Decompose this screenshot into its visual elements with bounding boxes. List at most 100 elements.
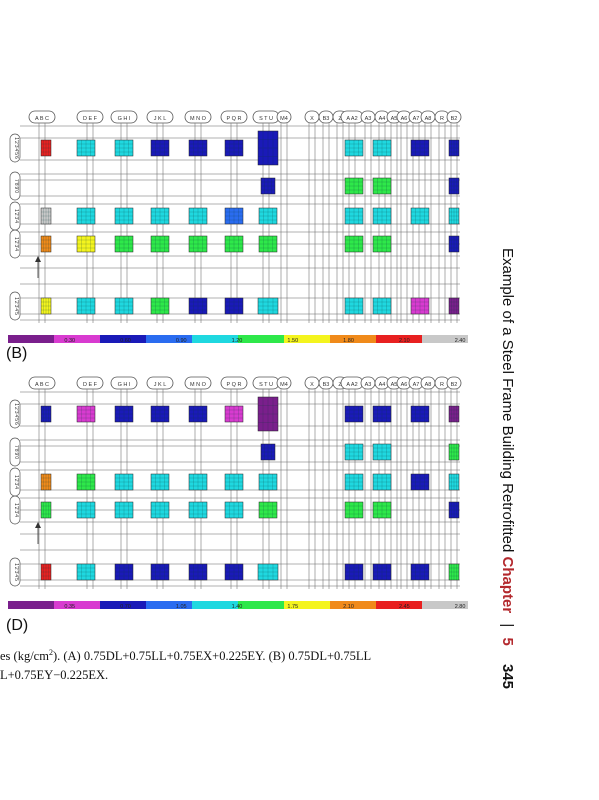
column-header: X: [304, 110, 320, 124]
stress-cell: [260, 177, 276, 195]
column-header: P Q R: [220, 110, 248, 124]
column-header: A4: [374, 110, 390, 124]
row-label: 1'2'3'4'5: [9, 291, 21, 321]
svg-text:A5: A5: [391, 382, 398, 388]
svg-text:1'2'3'4'5: 1'2'3'4'5: [13, 563, 19, 581]
svg-text:1'2'3'4'5: 1'2'3'4'5: [13, 297, 19, 315]
svg-text:G H I: G H I: [118, 116, 131, 122]
svg-text:1'2'3'4: 1'2'3'4: [13, 475, 19, 489]
stress-cell: [410, 563, 430, 581]
stress-cell: [257, 396, 279, 432]
svg-text:A3: A3: [365, 382, 372, 388]
stress-cell: [372, 443, 392, 461]
stress-contour-plot-b: A B C D E F G H I J K L M N O P Q R S T U M4 X B3…: [9, 110, 462, 323]
column-header: G H I: [110, 376, 138, 390]
row-label: 1'2'3'4: [9, 201, 21, 231]
stress-cell: [448, 443, 460, 461]
row-label: 7'8'9'0: [9, 171, 21, 201]
stress-cell: [257, 297, 279, 315]
scale-segment: [284, 601, 331, 609]
row-label: 1'2'3'4: [9, 495, 21, 525]
svg-text:A6: A6: [401, 116, 408, 122]
svg-text:X: X: [310, 382, 314, 388]
column-header: P Q R: [220, 376, 248, 390]
column-header: D E F: [76, 376, 104, 390]
svg-text:1'2'3'4'5'6: 1'2'3'4'5'6: [13, 403, 19, 425]
stress-cell: [76, 563, 96, 581]
column-header: M N O: [184, 110, 212, 124]
svg-text:B3: B3: [323, 382, 330, 388]
scale-tick-label: 1.05: [176, 604, 187, 610]
stress-cell: [76, 405, 96, 423]
stress-cell: [224, 297, 244, 315]
scale-segment: [376, 601, 423, 609]
scale-tick-label: 0.30: [64, 338, 75, 344]
scale-segment: [8, 335, 55, 343]
stress-cell: [372, 177, 392, 195]
stress-cell: [372, 235, 392, 253]
stress-cell: [114, 473, 134, 491]
svg-text:M4: M4: [280, 382, 288, 388]
column-header: J K L: [146, 110, 174, 124]
column-header: A8: [420, 110, 436, 124]
stress-cell: [76, 501, 96, 519]
stress-cell: [40, 207, 52, 225]
chapter-label: Chapter: [499, 556, 516, 614]
stress-cell: [150, 139, 170, 157]
stress-cell: [150, 563, 170, 581]
stress-cell: [150, 473, 170, 491]
stress-cell: [76, 207, 96, 225]
stress-cell: [344, 405, 364, 423]
svg-text:M N O: M N O: [190, 116, 207, 122]
stress-cell: [76, 473, 96, 491]
svg-text:R: R: [440, 382, 444, 388]
column-header: A B C: [28, 110, 56, 124]
column-header: A3: [360, 376, 376, 390]
stress-cell: [188, 473, 208, 491]
stress-cell: [344, 563, 364, 581]
scale-segment: [146, 601, 193, 609]
svg-text:S T U: S T U: [259, 382, 273, 388]
stress-cell: [114, 501, 134, 519]
svg-text:A A2: A A2: [346, 116, 357, 122]
chapter-number: 5: [499, 637, 516, 646]
panel-letter-b: (B): [6, 345, 28, 362]
stress-cell: [40, 473, 52, 491]
stress-cell: [188, 501, 208, 519]
scale-segment: [330, 601, 377, 609]
column-header: G H I: [110, 110, 138, 124]
svg-text:B3: B3: [323, 116, 330, 122]
svg-text:P Q R: P Q R: [227, 116, 242, 122]
stress-cell: [258, 501, 278, 519]
color-scale-b: 0.30 0.60 0.90 1.20 1.50 1.80 2.10 2.40: [8, 334, 469, 352]
scale-tick-label: 0.90: [176, 338, 187, 344]
svg-text:D E F: D E F: [83, 116, 98, 122]
svg-text:A4: A4: [379, 382, 386, 388]
stress-cell: [40, 235, 52, 253]
stress-cell: [224, 235, 244, 253]
row-label: 1'2'3'4'5'6: [9, 133, 21, 163]
scale-segment: [192, 335, 239, 343]
column-header: J K L: [146, 376, 174, 390]
svg-text:1'2'3'4: 1'2'3'4: [13, 237, 19, 251]
stress-cell: [114, 563, 134, 581]
stress-cell: [344, 501, 364, 519]
column-header: M N O: [184, 376, 212, 390]
svg-text:A B C: A B C: [35, 116, 49, 122]
stress-cell: [448, 139, 460, 157]
stress-cell: [344, 235, 364, 253]
svg-text:1'2'3'4'5'6: 1'2'3'4'5'6: [13, 137, 19, 159]
stress-cell: [114, 297, 134, 315]
column-header: B2: [446, 110, 462, 124]
scale-tick-label: 2.80: [455, 604, 466, 610]
scale-segment: [100, 601, 147, 609]
column-header: B3: [318, 110, 334, 124]
stress-cell: [344, 177, 364, 195]
column-header: M4: [276, 110, 292, 124]
svg-text:A8: A8: [425, 116, 432, 122]
svg-text:B2: B2: [451, 116, 458, 122]
stress-cell: [410, 139, 430, 157]
stress-cell: [344, 139, 364, 157]
stress-cell: [150, 235, 170, 253]
color-scale-d: 0.35 0.70 1.05 1.40 1.75 2.10 2.45 2.80: [8, 600, 469, 618]
